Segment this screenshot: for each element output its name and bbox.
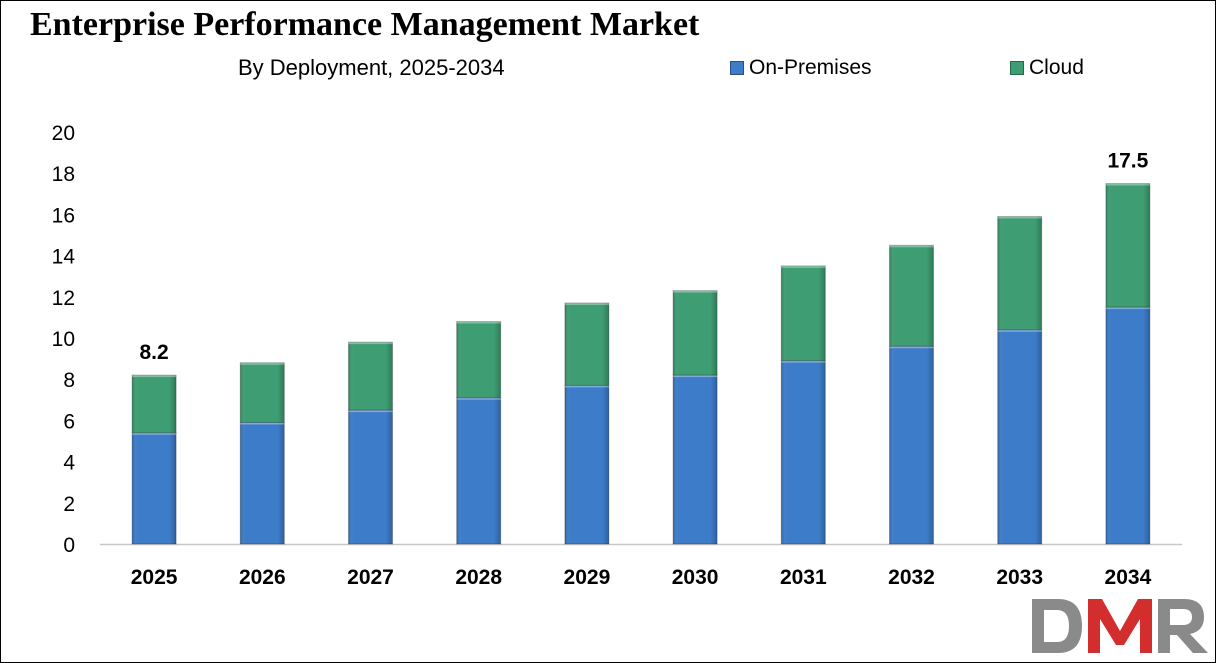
bar-shade-cloud-2025 (132, 375, 177, 433)
dmr-logo (1032, 599, 1208, 653)
y-tick-label: 18 (52, 163, 75, 186)
chart-title: Enterprise Performance Management Market (30, 6, 700, 43)
x-tick-label: 2028 (455, 566, 502, 589)
bar-edge-on-premises-2026 (240, 422, 285, 425)
bar-edge-on-premises-2031 (781, 360, 826, 363)
bar-shade-cloud-2029 (564, 302, 609, 386)
bar-shade-on-premises-2031 (781, 360, 826, 544)
bar-edge-on-premises-2029 (564, 385, 609, 388)
y-tick-label: 2 (63, 493, 75, 516)
bar-shade-cloud-2027 (348, 342, 393, 411)
y-tick-label: 0 (63, 534, 75, 557)
bar-shade-cloud-2034 (1105, 183, 1150, 308)
y-tick-label: 6 (63, 410, 75, 433)
bar-edge-cloud-2026 (240, 362, 285, 365)
bar-edge-on-premises-2032 (889, 346, 934, 349)
bar-shade-cloud-2026 (240, 362, 285, 423)
bar-shade-on-premises-2025 (132, 432, 177, 544)
y-tick-label: 10 (52, 328, 75, 351)
chart-subtitle: By Deployment, 2025-2034 (238, 55, 505, 80)
y-tick-label: 20 (52, 122, 75, 145)
x-tick-label: 2030 (672, 566, 719, 589)
bar-shade-on-premises-2034 (1105, 307, 1150, 544)
bar-edge-cloud-2030 (673, 290, 718, 293)
x-tick-label: 2026 (239, 566, 286, 589)
x-tick-label: 2034 (1105, 566, 1152, 589)
legend-item-cloud: Cloud (1010, 56, 1084, 80)
bar-shade-on-premises-2028 (456, 397, 501, 544)
x-tick-label: 2032 (888, 566, 935, 589)
bar-edge-on-premises-2033 (997, 329, 1042, 332)
y-tick-label: 12 (52, 287, 75, 310)
logo-letter-r (1158, 599, 1208, 653)
bar-edge-on-premises-2034 (1105, 307, 1150, 310)
bar-edge-cloud-2028 (456, 321, 501, 324)
bar-edge-cloud-2034 (1105, 183, 1150, 186)
bar-shade-on-premises-2032 (889, 346, 934, 544)
legend-label-on-premises: On-Premises (749, 56, 872, 79)
bar-shade-cloud-2030 (673, 290, 718, 376)
bar-shade-on-premises-2033 (997, 329, 1042, 544)
y-tick-label: 4 (63, 452, 75, 475)
x-tick-label: 2029 (564, 566, 611, 589)
bar-edge-cloud-2031 (781, 265, 826, 268)
bar-shade-on-premises-2027 (348, 410, 393, 544)
y-tick-label: 16 (52, 204, 75, 227)
bar-edge-on-premises-2030 (673, 375, 718, 378)
bar-edge-cloud-2027 (348, 342, 393, 345)
x-tick-label: 2027 (347, 566, 394, 589)
bar-shade-cloud-2028 (456, 321, 501, 398)
bar-edge-cloud-2025 (132, 375, 177, 378)
bar-edge-cloud-2033 (997, 216, 1042, 219)
bar-edge-on-premises-2028 (456, 397, 501, 400)
data-label: 17.5 (1107, 150, 1148, 173)
bar-shade-on-premises-2026 (240, 422, 285, 544)
logo-letter-m (1088, 599, 1152, 653)
x-tick-label: 2031 (780, 566, 827, 589)
x-tick-label: 2025 (131, 566, 178, 589)
bar-shade-cloud-2031 (781, 265, 826, 361)
legend-swatch-cloud (1010, 61, 1024, 75)
bar-edge-on-premises-2025 (132, 432, 177, 435)
data-label: 8.2 (139, 341, 168, 364)
bar-shade-on-premises-2029 (564, 385, 609, 544)
bar-shade-cloud-2032 (889, 245, 934, 347)
bar-edge-on-premises-2027 (348, 410, 393, 413)
x-tick-label: 2033 (996, 566, 1043, 589)
legend-label-cloud: Cloud (1029, 56, 1084, 79)
bar-edge-cloud-2032 (889, 245, 934, 248)
bar-edge-cloud-2029 (564, 302, 609, 305)
y-tick-label: 14 (52, 246, 76, 269)
bar-shade-on-premises-2030 (673, 375, 718, 544)
y-tick-label: 8 (63, 369, 75, 392)
logo-letter-d (1032, 599, 1082, 653)
legend-swatch-on-premises (730, 61, 744, 75)
bar-shade-cloud-2033 (997, 216, 1042, 330)
legend-item-on-premises: On-Premises (730, 56, 872, 80)
